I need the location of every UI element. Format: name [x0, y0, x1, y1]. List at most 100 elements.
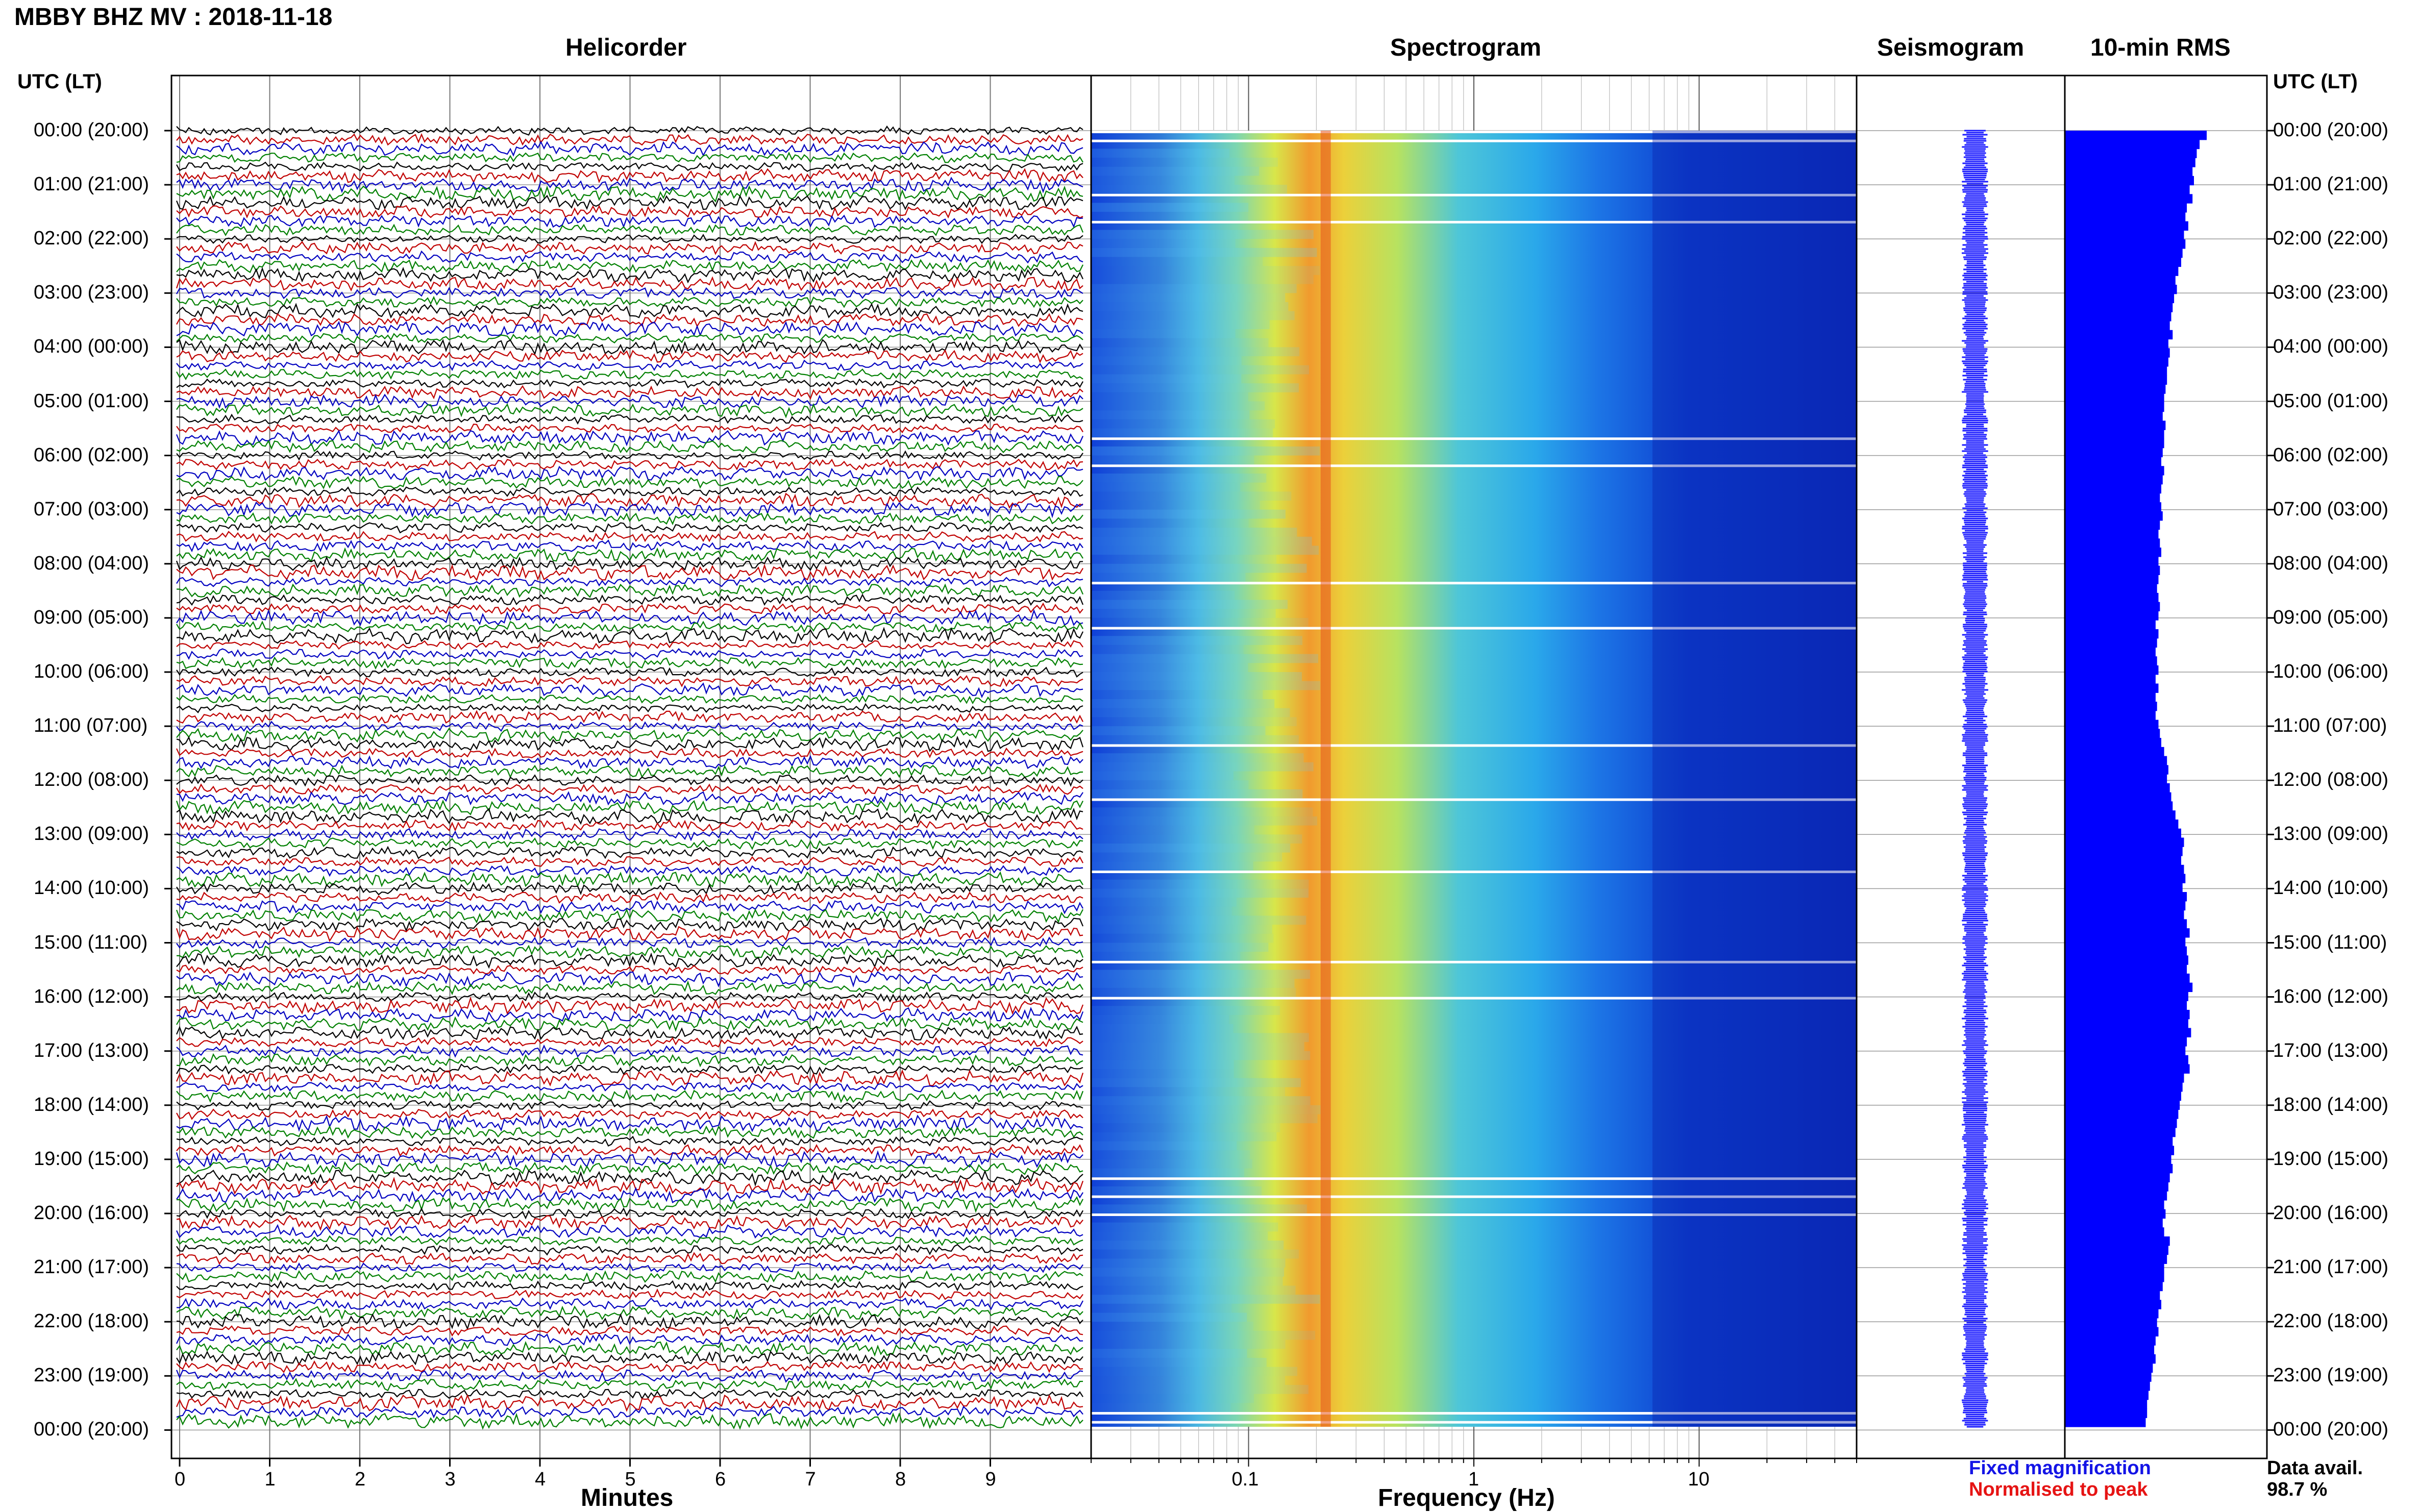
rms-bar — [2065, 638, 2157, 648]
spectrogram-row-texture — [1091, 1186, 1262, 1196]
hour-label-left: 03:00 (23:00) — [34, 282, 150, 304]
hour-label-right: 21:00 (17:00) — [2273, 1256, 2389, 1278]
spectrogram-row-texture — [1091, 762, 1314, 772]
helicorder-trace — [176, 439, 1083, 454]
helicorder-trace — [176, 512, 1083, 526]
hour-label-left: 00:00 (20:00) — [34, 1419, 150, 1441]
helicorder-trace — [176, 1341, 1083, 1357]
minute-tick-label: 7 — [805, 1469, 816, 1490]
helicorder-trace — [176, 828, 1083, 841]
spectrogram-row-texture — [1091, 825, 1254, 835]
helicorder-trace — [176, 807, 1083, 825]
helicorder-trace — [176, 1412, 1083, 1430]
helicorder-trace — [176, 936, 1083, 949]
helicorder-trace — [176, 728, 1083, 743]
spectrogram-gap — [1091, 139, 1857, 142]
hour-label-right: 16:00 (12:00) — [2273, 985, 2389, 1007]
rms-bar — [2065, 1372, 2152, 1382]
spectrogram-gap — [1091, 960, 1857, 963]
spectrogram-row-texture — [1091, 852, 1282, 862]
spectrogram-row-texture — [1091, 1114, 1318, 1124]
rms-bar — [2065, 330, 2173, 340]
spectrogram-row-texture — [1091, 609, 1276, 618]
rms-bar — [2065, 1191, 2167, 1201]
hour-label-left: 22:00 (18:00) — [34, 1310, 150, 1332]
rms-bar — [2065, 1263, 2164, 1273]
hour-label-left: 21:00 (17:00) — [34, 1256, 150, 1278]
rms-bar — [2065, 430, 2164, 439]
rms-bar — [2065, 1318, 2157, 1328]
rms-bar — [2065, 810, 2176, 820]
helicorder-trace — [176, 656, 1083, 670]
rms-bar — [2065, 1336, 2156, 1346]
rms-bar — [2065, 710, 2156, 721]
spectrogram-gap — [1091, 1177, 1857, 1180]
helicorder-trace — [176, 1214, 1083, 1231]
spectrogram-row-texture — [1091, 888, 1309, 898]
hour-label-right: 12:00 (08:00) — [2273, 769, 2389, 791]
rms-bar — [2065, 946, 2187, 956]
spectrogram-row-texture — [1091, 879, 1309, 889]
helicorder-trace — [176, 1150, 1083, 1168]
helicorder-trace — [176, 1378, 1083, 1392]
helicorder-trace — [176, 429, 1084, 447]
helicorder-trace — [176, 819, 1083, 832]
rms-bar — [2065, 484, 2161, 494]
spectrogram-row-texture — [1091, 311, 1295, 320]
helicorder-trace — [176, 522, 1083, 534]
rms-bar — [2065, 1209, 2166, 1219]
helicorder-trace — [176, 224, 1084, 237]
rms-bar — [2065, 1245, 2168, 1255]
spectrogram-gap — [1091, 871, 1857, 874]
hour-label-left: 07:00 (03:00) — [34, 498, 150, 520]
helicorder-trace — [176, 1114, 1083, 1132]
spectrogram-row-texture — [1091, 807, 1313, 816]
spectrogram-row-texture — [1091, 302, 1289, 311]
rms-bar — [2065, 538, 2160, 548]
helicorder-trace — [176, 168, 1083, 184]
hour-label-left: 11:00 (07:00) — [34, 715, 148, 737]
hour-label-right: 11:00 (07:00) — [2273, 715, 2387, 737]
spectrogram-row-texture — [1091, 392, 1248, 402]
hour-label-left: 09:00 (05:00) — [34, 606, 150, 628]
helicorder-trace — [176, 214, 1083, 229]
hour-label-right: 19:00 (15:00) — [2273, 1148, 2389, 1170]
helicorder-trace — [176, 980, 1083, 996]
spectrogram-row-texture — [1091, 563, 1307, 573]
hour-label-left: 04:00 (00:00) — [34, 336, 150, 358]
helicorder-trace — [176, 1244, 1083, 1256]
helicorder-trace — [176, 602, 1083, 615]
spectrogram-row-texture — [1091, 356, 1242, 365]
rms-bar — [2065, 1028, 2191, 1037]
spectrogram-gap — [1091, 582, 1857, 585]
spectrogram-row-texture — [1091, 933, 1274, 943]
helicorder-trace — [176, 1196, 1083, 1213]
hour-label-right: 07:00 (03:00) — [2273, 498, 2389, 520]
helicorder-trace — [177, 945, 1084, 959]
rms-bar — [2065, 1146, 2175, 1155]
helicorder-trace — [176, 791, 1083, 806]
hour-label-right: 10:00 (06:00) — [2273, 661, 2389, 682]
helicorder-trace — [176, 413, 1083, 425]
rms-bar — [2065, 575, 2159, 584]
helicorder-trace — [176, 1405, 1083, 1419]
spectrogram-row-texture — [1091, 329, 1236, 338]
spectrogram-row-texture — [1091, 1384, 1309, 1394]
spectrogram-row-texture — [1091, 148, 1230, 158]
spectrogram-row-texture — [1091, 166, 1260, 176]
spectrogram-row-texture — [1091, 1222, 1278, 1232]
rms-bar — [2065, 992, 2188, 1001]
spectrogram-row-texture — [1091, 338, 1269, 348]
helicorder-trace — [176, 735, 1084, 752]
helicorder-trace — [176, 303, 1083, 319]
rms-bar — [2065, 565, 2160, 575]
spectrogram-row-texture — [1091, 672, 1302, 681]
spectrogram-row-texture — [1091, 347, 1300, 357]
hour-label-left: 23:00 (19:00) — [34, 1365, 150, 1386]
rms-bar — [2065, 1127, 2176, 1137]
helicorder-trace — [176, 1360, 1083, 1374]
rms-bar — [2065, 729, 2160, 738]
helicorder-trace — [176, 241, 1083, 255]
spectrogram-row-texture — [1091, 654, 1318, 663]
spectrogram-row-texture — [1091, 1376, 1285, 1385]
